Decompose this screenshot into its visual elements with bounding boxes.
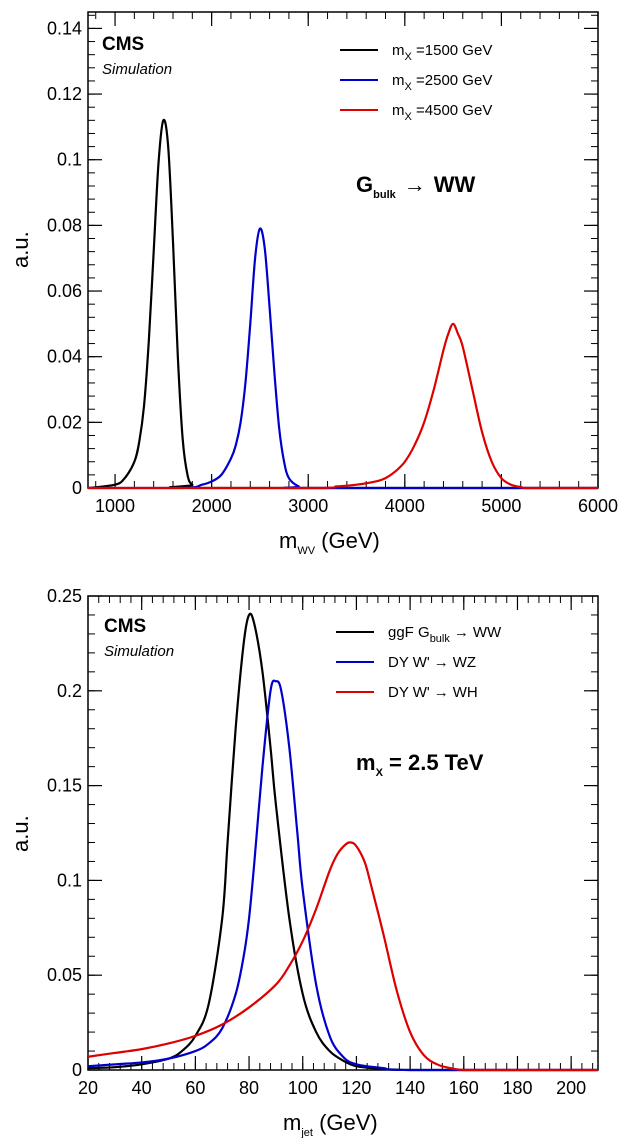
x-tick-label: 200 (556, 1078, 586, 1098)
x-tick-label: 80 (239, 1078, 259, 1098)
y-tick-label: 0.15 (47, 776, 82, 796)
legend-entry-series-1: ggF Gbulk → WW (388, 624, 502, 645)
series-line-2 (87, 679, 598, 1072)
simulation-label: Simulation (102, 61, 172, 78)
x-tick-label: 160 (449, 1078, 479, 1098)
x-tick-label: 180 (502, 1078, 532, 1098)
y-tick-label: 0.05 (47, 965, 82, 985)
x-tick-label: 140 (395, 1078, 425, 1098)
y-tick-label: 0.08 (47, 215, 82, 235)
x-tick-label: 120 (341, 1078, 371, 1098)
curves (87, 612, 598, 1072)
x-tick-label: 3000 (288, 496, 328, 516)
curves (87, 118, 598, 490)
x-tick-label: 1000 (95, 496, 135, 516)
legend-entry-series-2: mX =2500 GeV (392, 72, 492, 93)
y-tick-label: 0.2 (57, 681, 82, 701)
x-tick-label: 4000 (385, 496, 425, 516)
series-line-1 (87, 612, 598, 1072)
x-tick-label: 5000 (481, 496, 521, 516)
plot-frame (87, 11, 599, 489)
y-tick-label: 0.1 (57, 150, 82, 170)
x-tick-label: 20 (78, 1078, 98, 1098)
panel-mass-jet: 20 40 60 80 100 120 140 160 180 200 0 0.05 0.1 0.15 0.… (8, 586, 599, 1138)
process-annotation: Gbulk → WW (356, 172, 476, 201)
y-tick-label: 0.04 (47, 347, 82, 367)
axis-ticks: 20 40 60 80 100 120 140 160 180 200 0 0.05 0.1 0.15 0.… (47, 586, 598, 1098)
simulation-label: Simulation (104, 643, 174, 660)
series-line-3 (88, 322, 598, 490)
x-tick-label: 2000 (192, 496, 232, 516)
y-tick-label: 0.06 (47, 281, 82, 301)
axis-ticks: 1000 2000 3000 4000 5000 6000 0 0.02 0.04 0.06 0.0… (47, 12, 618, 516)
y-tick-label: 0.12 (47, 84, 82, 104)
x-axis-title: mWV (GeV) (279, 528, 380, 557)
plot-frame (87, 595, 599, 1071)
legend-entry-series-2: DY W' → WZ (388, 654, 476, 671)
y-tick-label: 0 (72, 1060, 82, 1080)
mass-annotation: mX = 2.5 TeV (356, 750, 484, 779)
series-line-2 (88, 227, 598, 490)
y-tick-label: 0.1 (57, 870, 82, 890)
legend: ggF Gbulk → WW DY W' → WZ DY W' → WH (336, 624, 502, 701)
y-axis-title: a.u. (8, 231, 33, 268)
legend-entry-series-3: DY W' → WH (388, 684, 478, 701)
legend: mX =1500 GeV mX =2500 GeV mX =4500 GeV (340, 42, 492, 123)
x-tick-label: 100 (288, 1078, 318, 1098)
cms-label: CMS (102, 34, 144, 55)
panel-mass-wv: 1000 2000 3000 4000 5000 6000 0 0.02 0.04 0.06 0.0… (8, 11, 618, 557)
cms-label: CMS (104, 616, 146, 637)
x-tick-label: 40 (132, 1078, 152, 1098)
x-tick-label: 60 (185, 1078, 205, 1098)
legend-entry-series-3: mX =4500 GeV (392, 102, 492, 123)
y-tick-label: 0.02 (47, 412, 82, 432)
y-tick-label: 0.25 (47, 586, 82, 606)
y-axis-title: a.u. (8, 815, 33, 852)
series-line-1 (87, 118, 598, 490)
series-line-3 (87, 841, 598, 1072)
x-tick-label: 6000 (578, 496, 618, 516)
y-tick-label: 0.14 (47, 18, 82, 38)
x-axis-title: mjet (GeV) (283, 1110, 378, 1138)
legend-entry-series-1: mX =1500 GeV (392, 42, 492, 63)
y-tick-label: 0 (72, 478, 82, 498)
